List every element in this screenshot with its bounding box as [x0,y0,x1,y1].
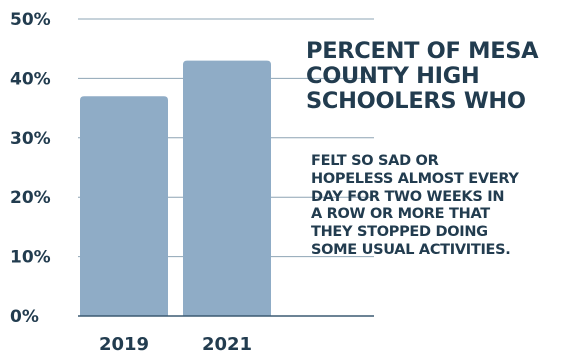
chart-subtitle-line: HOPELESS ALMOST EVERY [311,170,519,187]
chart-title-line: COUNTY HIGH [306,63,480,89]
y-axis-tick-labels: 0% 10% 20% 30% 40% 50% [10,10,51,327]
y-tick-label: 0% [10,307,39,327]
chart-title: PERCENT OF MESA COUNTY HIGH SCHOOLERS WH… [306,39,584,114]
x-tick-label: 2019 [99,334,149,354]
chart-title-line: SCHOOLERS WHO [306,88,526,114]
bar-2019 [80,96,168,316]
y-tick-label: 40% [10,69,51,89]
bar-2021 [183,60,271,316]
chart-subtitle-line: SOME USUAL ACTIVITIES. [311,241,511,258]
chart-subtitle-line: DAY FOR TWO WEEKS IN [311,188,505,205]
y-tick-label: 50% [10,10,51,30]
y-tick-label: 30% [10,129,51,149]
x-axis-category-labels: 2019 2021 [99,334,252,354]
x-tick-label: 2021 [202,334,252,354]
y-tick-label: 20% [10,188,51,208]
chart-subtitle-line: A ROW OR MORE THAT [311,206,490,223]
chart-subtitle-line: THEY STOPPED DOING [311,224,488,241]
chart-subtitle-line: FELT SO SAD OR [311,153,439,169]
chart-subtitle: FELT SO SAD OR HOPELESS ALMOST EVERY DAY… [311,153,583,260]
bars [80,60,271,316]
chart-title-line: PERCENT OF MESA [306,38,539,64]
y-tick-label: 10% [10,248,51,268]
